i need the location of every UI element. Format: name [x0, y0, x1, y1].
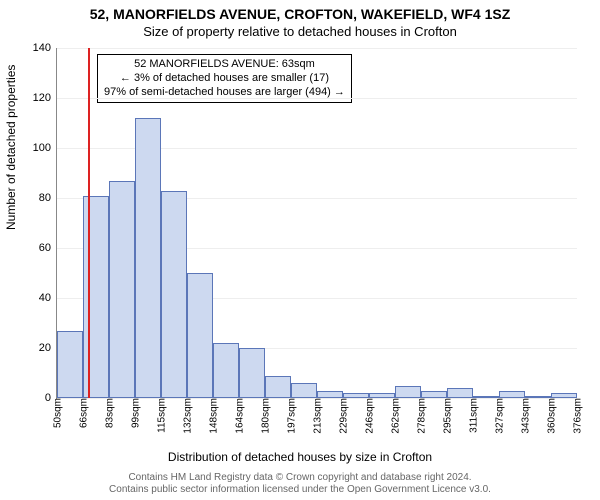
- histogram-bar: [213, 343, 239, 398]
- histogram-bar: [447, 388, 473, 398]
- y-tick-label: 60: [39, 242, 57, 254]
- x-tick-label: 83sqm: [103, 398, 116, 428]
- x-tick-label: 295sqm: [441, 398, 454, 434]
- x-tick-label: 50sqm: [51, 398, 64, 428]
- x-axis-label: Distribution of detached houses by size …: [0, 450, 600, 464]
- x-tick-label: 327sqm: [493, 398, 506, 434]
- annotation-line2: ← 3% of detached houses are smaller (17): [104, 72, 345, 86]
- histogram-bar: [395, 386, 421, 399]
- y-axis-label: Number of detached properties: [4, 65, 18, 230]
- x-tick-label: 148sqm: [207, 398, 220, 434]
- x-tick-label: 197sqm: [285, 398, 298, 434]
- y-tick-label: 20: [39, 342, 57, 354]
- chart-title-line1: 52, MANORFIELDS AVENUE, CROFTON, WAKEFIE…: [0, 6, 600, 22]
- histogram-bar: [187, 273, 213, 398]
- x-tick-label: 376sqm: [571, 398, 584, 434]
- x-tick-label: 99sqm: [129, 398, 142, 428]
- y-tick-label: 120: [33, 92, 57, 104]
- chart-title-line2: Size of property relative to detached ho…: [0, 24, 600, 39]
- footnote-line2: Contains public sector information licen…: [0, 484, 600, 496]
- x-tick-label: 132sqm: [181, 398, 194, 434]
- histogram-bar: [57, 331, 83, 399]
- gridline: [57, 48, 577, 49]
- histogram-bar: [161, 191, 187, 399]
- annotation-box: 52 MANORFIELDS AVENUE: 63sqm ← 3% of det…: [97, 54, 352, 103]
- property-size-histogram: 52, MANORFIELDS AVENUE, CROFTON, WAKEFIE…: [0, 0, 600, 500]
- x-tick-label: 246sqm: [363, 398, 376, 434]
- histogram-bar: [239, 348, 265, 398]
- histogram-bar: [421, 391, 447, 399]
- y-tick-label: 80: [39, 192, 57, 204]
- histogram-bar: [499, 391, 525, 399]
- x-tick-label: 66sqm: [77, 398, 90, 428]
- x-tick-label: 180sqm: [259, 398, 272, 434]
- histogram-bar: [135, 118, 161, 398]
- x-tick-label: 229sqm: [337, 398, 350, 434]
- annotation-line1: 52 MANORFIELDS AVENUE: 63sqm: [104, 58, 345, 72]
- y-tick-label: 100: [33, 142, 57, 154]
- y-tick-label: 140: [33, 42, 57, 54]
- x-tick-label: 343sqm: [519, 398, 532, 434]
- x-tick-label: 311sqm: [467, 398, 480, 433]
- x-tick-label: 115sqm: [155, 398, 168, 433]
- gridline: [57, 98, 577, 99]
- x-tick-label: 164sqm: [233, 398, 246, 434]
- x-tick-label: 360sqm: [545, 398, 558, 434]
- histogram-bar: [109, 181, 135, 399]
- x-tick-label: 278sqm: [415, 398, 428, 434]
- histogram-bar: [265, 376, 291, 399]
- histogram-bar: [83, 196, 109, 399]
- x-tick-label: 213sqm: [311, 398, 324, 434]
- histogram-bar: [317, 391, 343, 399]
- y-tick-label: 40: [39, 292, 57, 304]
- property-marker-line: [88, 48, 90, 398]
- plot-area: 52 MANORFIELDS AVENUE: 63sqm ← 3% of det…: [56, 48, 577, 399]
- x-tick-label: 262sqm: [389, 398, 402, 434]
- footnote-line1: Contains HM Land Registry data © Crown c…: [0, 472, 600, 484]
- histogram-bar: [291, 383, 317, 398]
- footnote: Contains HM Land Registry data © Crown c…: [0, 472, 600, 496]
